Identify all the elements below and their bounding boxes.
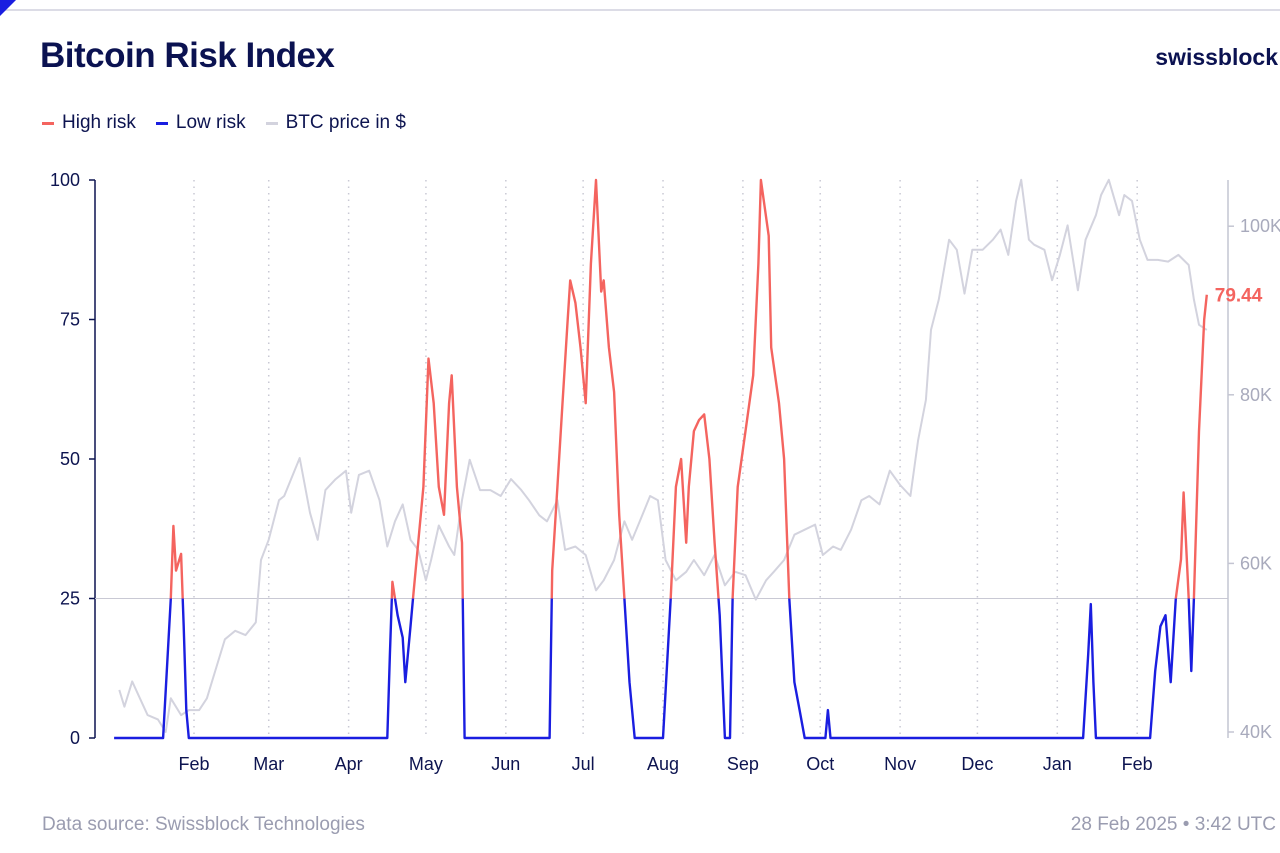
timestamp: 28 Feb 2025 • 3:42 UTC — [1070, 814, 1276, 835]
btc-price-line — [118, 178, 1208, 733]
x-tick-label: Jul — [572, 754, 595, 774]
legend: High risk Low risk BTC price in $ — [42, 112, 406, 134]
data-source: Data source: Swissblock Technologies — [42, 814, 365, 835]
legend-item-high-risk: High risk — [42, 112, 136, 134]
x-tick-label: Dec — [961, 754, 993, 774]
x-tick-label: Feb — [1122, 754, 1153, 774]
x-tick-label: Feb — [178, 754, 209, 774]
y-tick-label-right: 60K — [1240, 553, 1272, 573]
legend-swatch-low — [155, 121, 168, 125]
x-tick-label: May — [409, 754, 443, 774]
corner-accent — [0, 0, 16, 16]
x-tick-label: Mar — [253, 754, 284, 774]
x-tick-label: Jun — [491, 754, 520, 774]
y-tick-label-left: 25 — [60, 589, 80, 609]
x-tick-label: Jan — [1043, 754, 1072, 774]
low-risk-line — [114, 598, 1196, 740]
chart-title: Bitcoin Risk Index — [40, 36, 335, 75]
legend-label: Low risk — [175, 112, 246, 133]
high-risk-line — [169, 178, 1208, 599]
y-tick-label-left: 50 — [60, 449, 80, 469]
x-tick-label: Aug — [647, 754, 679, 774]
x-tick-label: Nov — [884, 754, 916, 774]
legend-swatch-price — [265, 121, 278, 125]
legend-item-btc-price: BTC price in $ — [265, 112, 406, 134]
last-value-label: 79.44 — [1215, 286, 1263, 307]
top-divider — [0, 9, 1280, 11]
y-tick-label-left: 100 — [50, 170, 80, 190]
legend-label: High risk — [62, 112, 136, 133]
x-tick-label: Sep — [727, 754, 759, 774]
y-tick-label-right: 80K — [1240, 385, 1272, 405]
y-tick-label-left: 0 — [70, 728, 80, 748]
legend-label: BTC price in $ — [285, 112, 406, 133]
y-tick-label-right: 100K — [1240, 216, 1280, 236]
legend-item-low-risk: Low risk — [155, 112, 246, 134]
legend-swatch-high — [42, 121, 54, 125]
x-tick-label: Oct — [806, 754, 834, 774]
x-tick-label: Apr — [335, 754, 363, 774]
y-tick-label-right: 40K — [1240, 722, 1272, 742]
y-tick-label-left: 75 — [60, 310, 80, 330]
brand-logo: swissblock — [1155, 44, 1278, 70]
